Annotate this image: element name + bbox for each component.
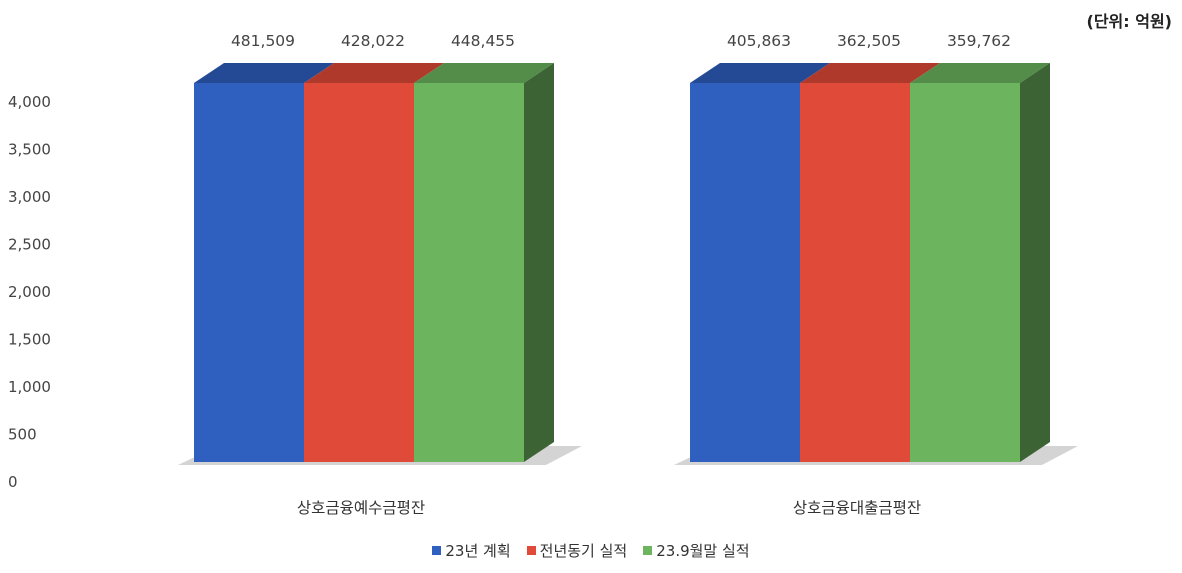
legend-label: 23년 계획 — [445, 542, 511, 560]
bar-front — [910, 83, 1020, 462]
legend-label: 23.9월말 실적 — [656, 542, 750, 560]
unit-label: (단위: 억원) — [1086, 12, 1172, 31]
y-tick-label: 1,500 — [8, 331, 51, 349]
bar-group — [194, 63, 1050, 462]
data-label: 405,863 — [727, 32, 791, 50]
value-labels: 481,509 428,022 448,455 405,863 362,505 359,7… — [231, 32, 1011, 50]
y-tick-label: 2,000 — [8, 283, 51, 301]
bar-top — [414, 63, 554, 83]
bar-front — [194, 83, 304, 462]
y-tick-label: 500 — [8, 426, 37, 444]
bar-top — [690, 63, 830, 83]
y-tick-label: 3,500 — [8, 141, 51, 159]
bar-front — [414, 83, 524, 462]
y-axis-tick-labels: 0 500 1,000 1,500 2,000 2,500 3,000 3,500 4,000 — [8, 93, 51, 491]
y-tick-label: 1,000 — [8, 378, 51, 396]
bar-top — [910, 63, 1050, 83]
y-tick-label: 2,500 — [8, 236, 51, 254]
legend-swatch — [643, 546, 653, 555]
y-tick-label: 0 — [8, 473, 18, 491]
x-tick-label: 상호금융예수금평잔 — [297, 499, 425, 517]
bar-side — [524, 63, 554, 462]
bar-front — [800, 83, 910, 462]
data-label: 362,505 — [837, 32, 901, 50]
legend-swatch — [526, 546, 536, 555]
bar-front — [690, 83, 800, 462]
bar-top — [800, 63, 940, 83]
data-label: 448,455 — [451, 32, 515, 50]
y-tick-label: 4,000 — [8, 93, 51, 111]
data-label: 428,022 — [341, 32, 405, 50]
bar-top — [194, 63, 334, 83]
category-labels: 상호금융예수금평잔 상호금융대출금평잔 — [297, 499, 921, 517]
bar-side — [1020, 63, 1050, 462]
legend-item: 전년동기 실적 — [526, 540, 628, 561]
bar-top — [304, 63, 444, 83]
legend-item: 23년 계획 — [432, 540, 511, 561]
y-tick-label: 3,000 — [8, 188, 51, 206]
data-label: 359,762 — [947, 32, 1011, 50]
data-label: 481,509 — [231, 32, 295, 50]
x-tick-label: 상호금융대출금평잔 — [793, 499, 921, 517]
legend-item: 23.9월말 실적 — [643, 540, 750, 561]
legend-label: 전년동기 실적 — [539, 542, 628, 560]
chart-legend: 23년 계획 전년동기 실적 23.9월말 실적 — [0, 540, 1182, 561]
legend-swatch — [432, 546, 442, 555]
bar-front — [304, 83, 414, 462]
